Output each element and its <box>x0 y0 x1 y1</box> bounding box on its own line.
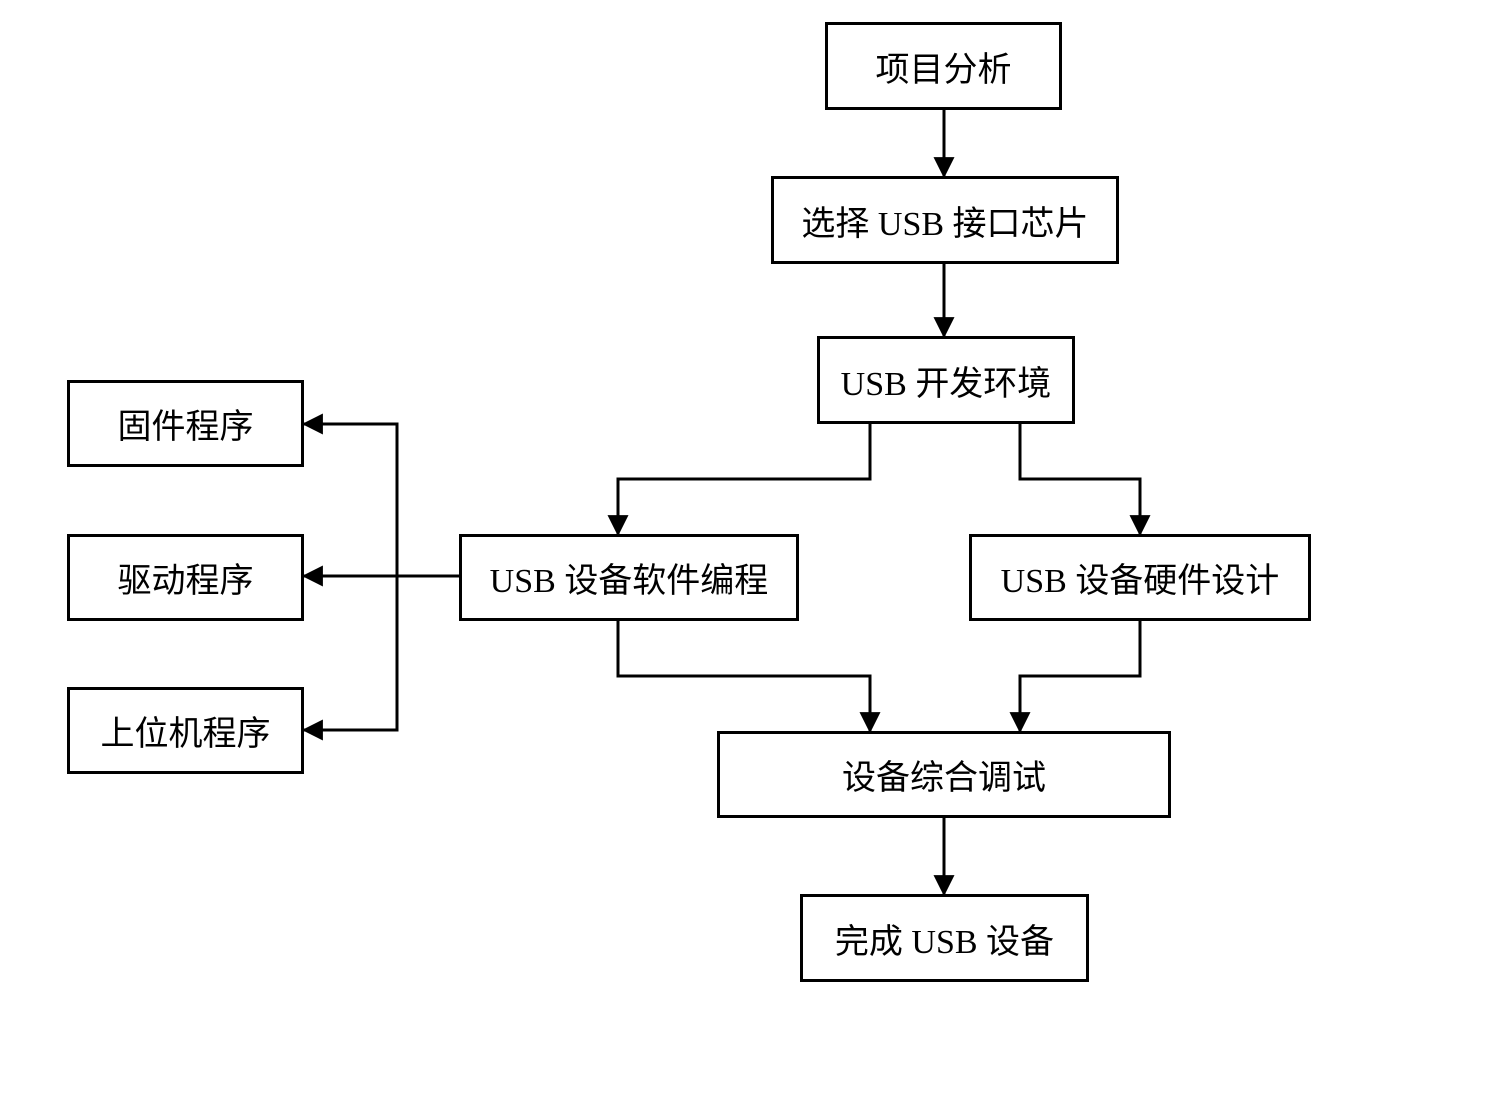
edge-env-to-hw <box>1020 424 1140 534</box>
node-sw: USB 设备软件编程 <box>459 534 799 621</box>
node-label: 固件程序 <box>118 399 254 448</box>
node-env: USB 开发环境 <box>817 336 1075 424</box>
edge-env-to-sw <box>618 424 870 534</box>
node-label: 完成 USB 设备 <box>835 914 1054 963</box>
node-label: USB 设备软件编程 <box>490 553 769 602</box>
node-label: 选择 USB 接口芯片 <box>801 196 1088 245</box>
edge-hw-to-debug <box>1020 621 1140 731</box>
node-done: 完成 USB 设备 <box>800 894 1089 982</box>
node-debug: 设备综合调试 <box>717 731 1171 818</box>
node-label: 上位机程序 <box>101 706 271 755</box>
node-hostprog: 上位机程序 <box>67 687 304 774</box>
node-label: USB 设备硬件设计 <box>1001 553 1280 602</box>
node-firmware: 固件程序 <box>67 380 304 467</box>
edge-sw-to-firmware <box>304 424 459 576</box>
node-label: 设备综合调试 <box>842 750 1046 799</box>
edge-sw-to-debug <box>618 621 870 731</box>
edge-sw-to-hostprog <box>304 576 459 730</box>
node-label: 驱动程序 <box>118 553 254 602</box>
node-driver: 驱动程序 <box>67 534 304 621</box>
node-analysis: 项目分析 <box>825 22 1062 110</box>
node-hw: USB 设备硬件设计 <box>969 534 1311 621</box>
node-label: USB 开发环境 <box>841 356 1052 405</box>
node-label: 项目分析 <box>876 42 1012 91</box>
flowchart-canvas: 项目分析选择 USB 接口芯片 USB 开发环境 USB 设备软件编程 USB 设备硬… <box>0 0 1503 1105</box>
node-chip: 选择 USB 接口芯片 <box>771 176 1119 264</box>
